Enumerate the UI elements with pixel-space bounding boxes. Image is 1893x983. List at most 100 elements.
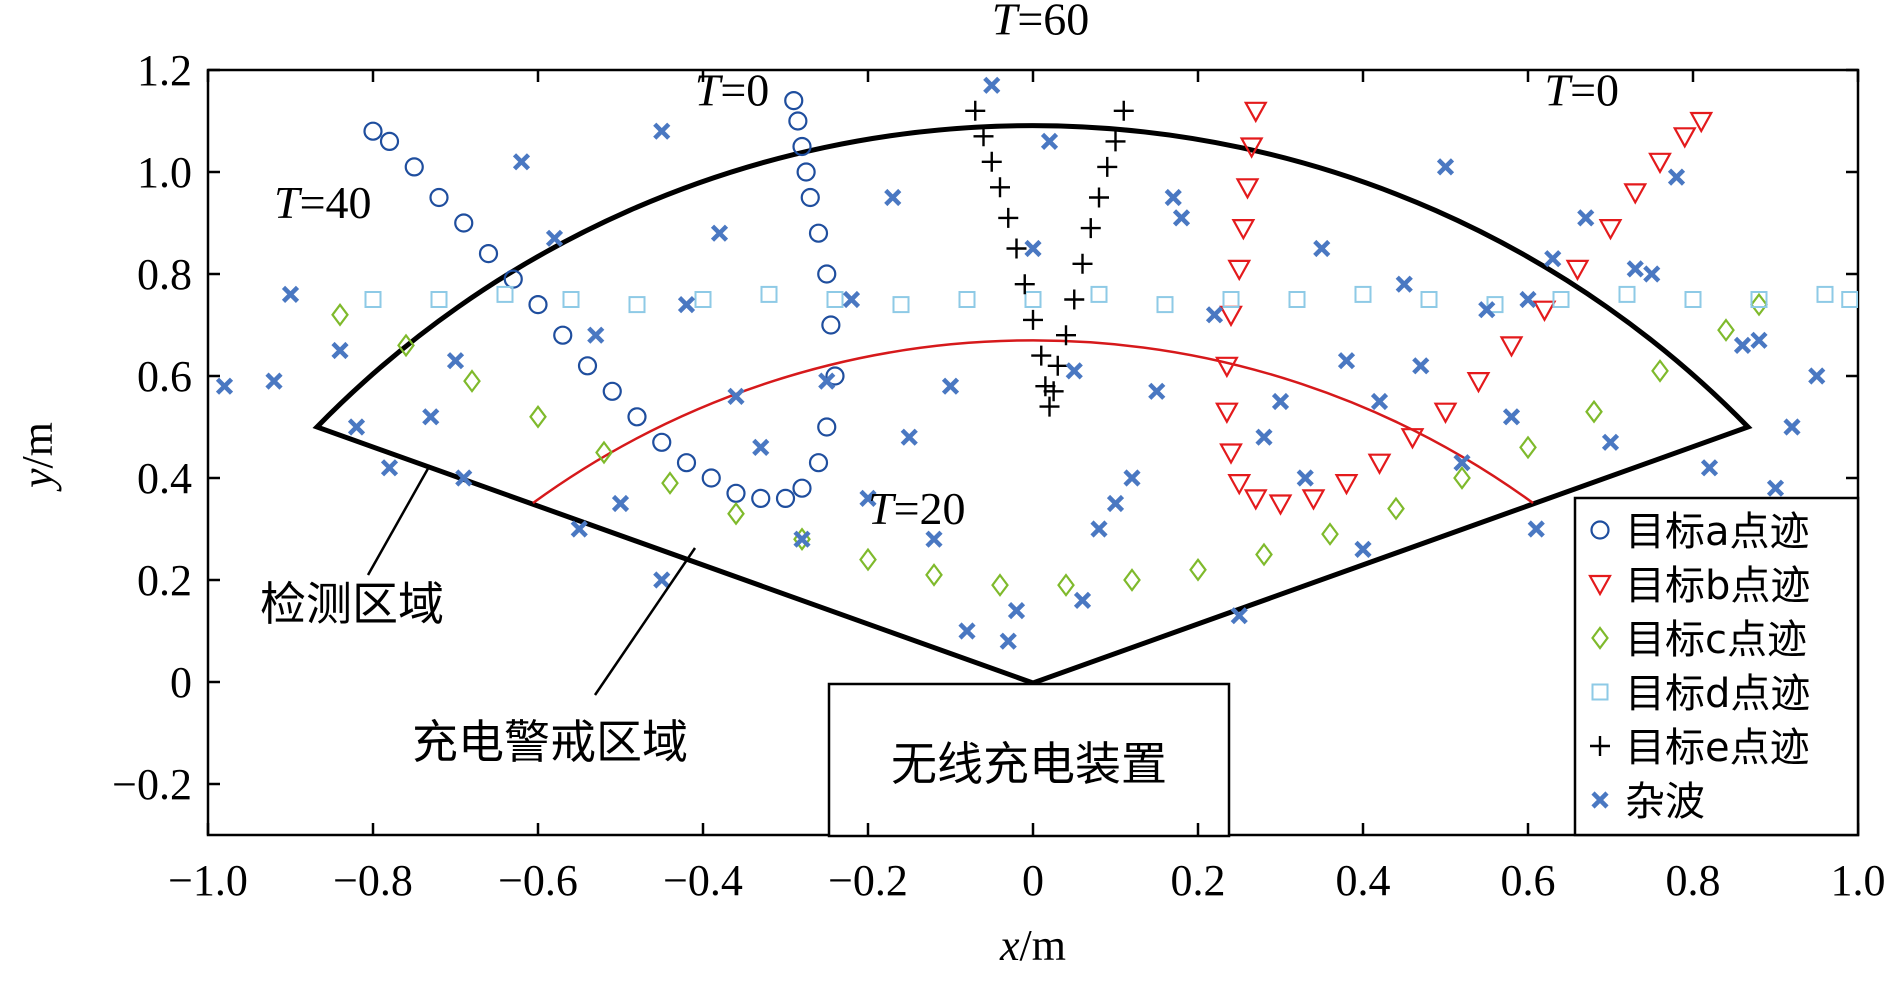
point-circle xyxy=(478,244,499,264)
point-diamond xyxy=(661,471,679,495)
point-x xyxy=(900,428,918,446)
point-diamond xyxy=(1453,466,1471,490)
point-x xyxy=(884,188,902,207)
point-x xyxy=(941,377,960,395)
point-square xyxy=(364,291,382,308)
point-square xyxy=(760,285,778,303)
point-plus xyxy=(1105,131,1126,152)
point-x xyxy=(1667,168,1686,186)
point-triangle-down xyxy=(1532,300,1557,322)
y-axis-label: y/m xyxy=(13,422,62,492)
point-square xyxy=(1684,291,1702,308)
point-x xyxy=(1436,158,1455,176)
y-tick-label: 1.2 xyxy=(137,46,192,95)
point-square xyxy=(430,291,448,308)
point-triangle-down xyxy=(1623,183,1648,205)
series-2 xyxy=(331,292,1768,597)
x-tick-label: 0.8 xyxy=(1666,856,1721,905)
x-tick-label: −1.0 xyxy=(168,856,248,905)
point-diamond xyxy=(1255,542,1273,567)
point-square xyxy=(628,296,646,314)
point-plus xyxy=(973,126,994,147)
point-circle xyxy=(792,478,812,498)
point-triangle-down xyxy=(1219,443,1243,465)
point-x xyxy=(818,372,836,390)
point-plus xyxy=(1113,100,1134,121)
point-triangle-down xyxy=(1400,428,1425,450)
point-x xyxy=(1313,239,1331,258)
point-x xyxy=(446,352,465,370)
point-square xyxy=(496,285,514,303)
point-x xyxy=(677,296,696,314)
point-triangle-down xyxy=(1227,474,1252,496)
point-x xyxy=(455,469,473,487)
point-square xyxy=(562,291,580,308)
legend-marker xyxy=(1590,520,1610,540)
point-circle xyxy=(808,453,829,473)
point-diamond xyxy=(331,302,349,327)
legend-entry: 目标e点迹 xyxy=(1625,725,1810,771)
legend-entry: 目标d点迹 xyxy=(1625,671,1810,717)
time-annotation: T=40 xyxy=(274,177,372,228)
point-circle xyxy=(775,488,796,508)
point-x xyxy=(752,438,770,456)
point-triangle-down xyxy=(1227,259,1252,282)
point-x xyxy=(1073,591,1092,609)
point-diamond xyxy=(1387,496,1405,521)
point-x xyxy=(1271,392,1290,411)
point-x xyxy=(265,372,283,390)
point-circle xyxy=(784,90,804,111)
point-square xyxy=(826,291,844,308)
point-x xyxy=(1090,520,1108,538)
point-x xyxy=(1544,250,1562,268)
point-x xyxy=(380,459,399,477)
x-tick-label: −0.8 xyxy=(333,856,413,905)
point-triangle-down xyxy=(1268,494,1293,516)
y-tick-label: 0.4 xyxy=(137,454,192,503)
point-square xyxy=(1750,291,1768,308)
point-x xyxy=(1148,382,1166,400)
point-plus xyxy=(1006,238,1027,259)
point-triangle-down xyxy=(1215,356,1239,379)
point-plus xyxy=(1080,218,1101,239)
point-x xyxy=(1354,540,1372,558)
point-x xyxy=(1453,454,1471,472)
point-circle xyxy=(627,407,647,427)
point-triangle-down xyxy=(1466,372,1491,394)
point-triangle-down xyxy=(1689,111,1714,134)
charge-zone-label: 充电警戒区域 xyxy=(412,715,688,769)
point-triangle-down xyxy=(1219,305,1243,328)
x-tick-label: 1.0 xyxy=(1831,856,1886,905)
point-x xyxy=(331,341,349,360)
point-diamond xyxy=(991,573,1009,597)
point-x xyxy=(422,408,440,426)
x-tick-label: −0.6 xyxy=(498,856,578,905)
point-x xyxy=(653,122,671,140)
y-tick-label: 1.0 xyxy=(137,148,192,197)
point-square xyxy=(1222,291,1240,308)
point-circle xyxy=(808,223,829,243)
point-x xyxy=(1370,392,1389,411)
point-diamond xyxy=(1057,573,1075,597)
x-tick-label: 0.4 xyxy=(1336,856,1391,905)
point-square xyxy=(1024,291,1042,308)
point-x xyxy=(1337,352,1356,370)
point-circle xyxy=(602,381,622,401)
point-diamond xyxy=(595,440,613,465)
point-plus xyxy=(990,177,1010,198)
x-tick-label: 0.2 xyxy=(1171,856,1226,905)
point-x xyxy=(1643,265,1661,283)
point-square xyxy=(1288,291,1306,308)
point-circle xyxy=(404,157,424,177)
legend-entry: 杂波 xyxy=(1625,779,1705,825)
point-triangle-down xyxy=(1215,402,1239,424)
point-circle xyxy=(796,162,816,182)
point-diamond xyxy=(727,501,745,526)
point-x xyxy=(1106,494,1125,513)
point-plus xyxy=(1056,325,1076,346)
legend-entry: 目标b点迹 xyxy=(1625,563,1810,609)
point-triangle-down xyxy=(1598,219,1623,241)
point-x xyxy=(859,489,877,507)
point-plus xyxy=(1031,345,1052,366)
